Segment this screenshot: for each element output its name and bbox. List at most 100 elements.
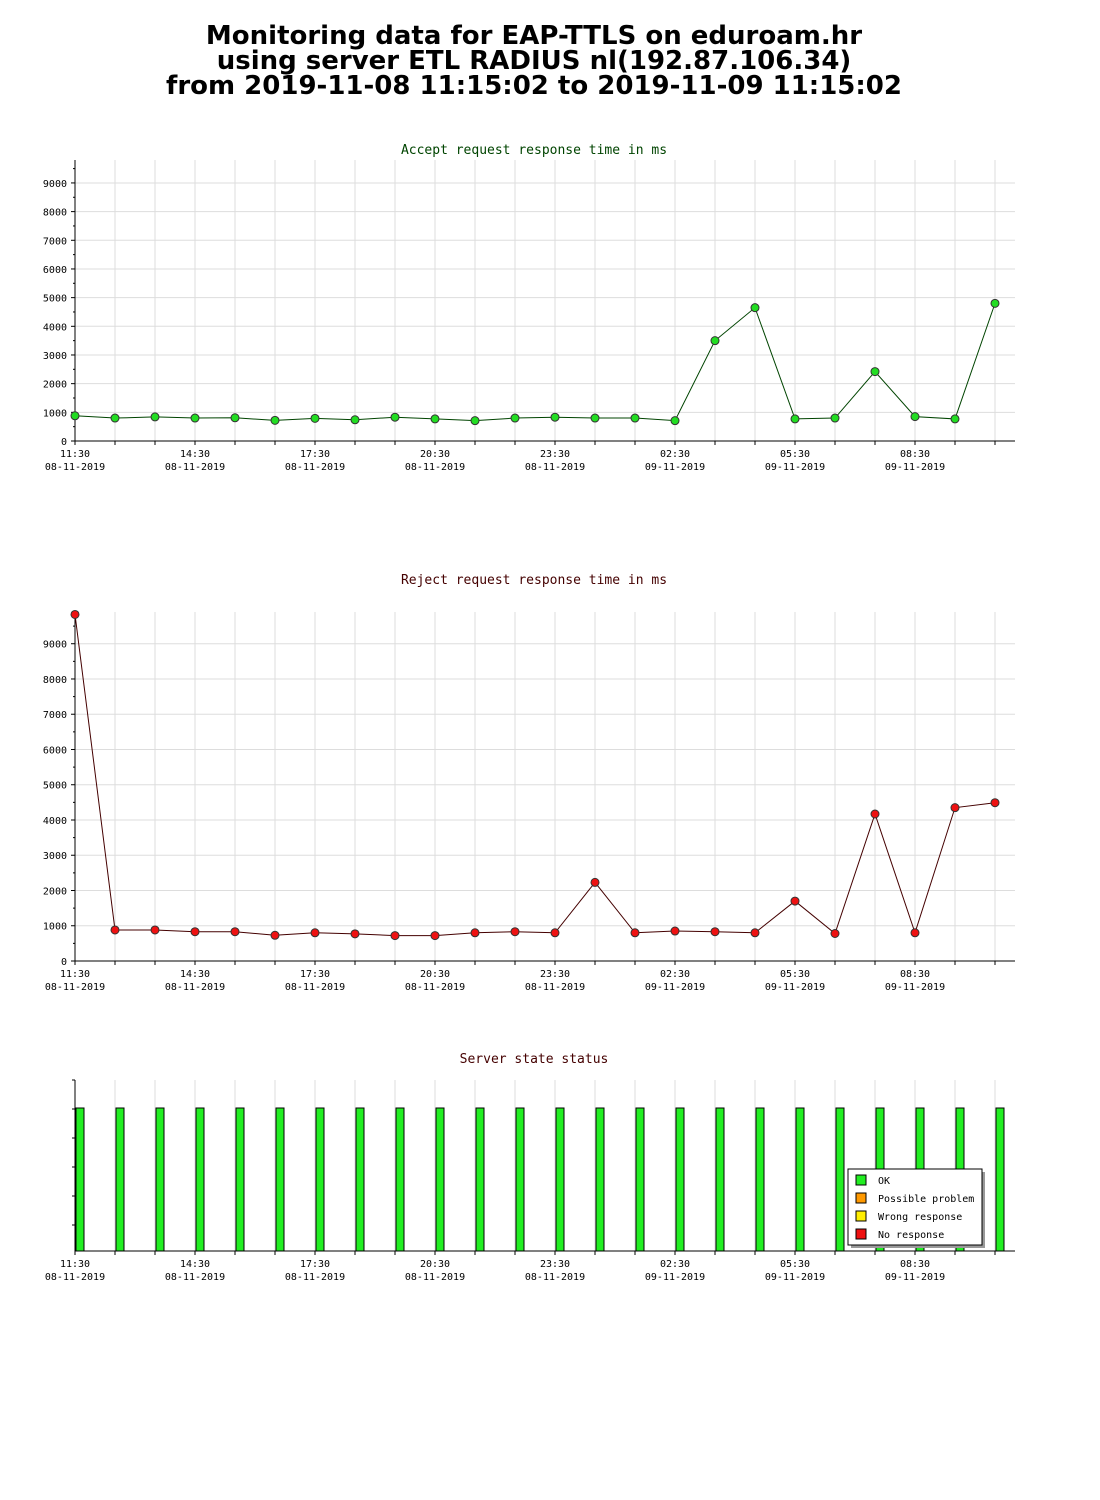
status-bar [235,1107,245,1252]
x-tick-label-date: 08-11-2019 [405,982,465,993]
title-line-1: Monitoring data for EAP-TTLS on eduroam.… [205,21,863,51]
legend-swatch [855,1228,867,1240]
y-tick-label: 3000 [43,351,67,362]
data-point [870,809,880,819]
data-point [630,413,640,423]
legend-box [847,1168,983,1246]
x-tick-label-time: 02:30 [660,969,690,980]
y-tick-label: 8000 [43,675,67,686]
data-point [390,412,400,422]
status-bar [595,1107,605,1252]
x-tick-label-date: 08-11-2019 [405,1272,465,1283]
status-bar [315,1107,325,1252]
x-tick-label-time: 11:30 [60,449,90,460]
status-bar [155,1107,165,1252]
x-tick-label-date: 09-11-2019 [645,1272,705,1283]
x-tick-label-time: 11:30 [60,969,90,980]
x-tick-label-time: 14:30 [180,1259,210,1270]
data-point [350,929,360,939]
x-tick-label-date: 08-11-2019 [285,462,345,473]
status-bar [675,1107,685,1252]
x-tick-label-date: 09-11-2019 [885,462,945,473]
data-point [270,930,280,940]
y-tick-label: 2000 [43,380,67,391]
y-tick-label: 8000 [43,208,67,219]
status-bar [475,1107,485,1252]
data-point [390,931,400,941]
y-tick-label: 7000 [43,236,67,247]
x-tick-label-time: 05:30 [780,449,810,460]
data-point [670,926,680,936]
legend-swatch [855,1210,867,1222]
data-point [910,928,920,938]
series-line [74,303,996,422]
data-point [550,412,560,422]
x-tick-label-time: 14:30 [180,449,210,460]
x-tick-label-date: 09-11-2019 [765,982,825,993]
data-point [430,414,440,424]
status-bar [755,1107,765,1252]
data-point [150,925,160,935]
legend-label: Wrong response [878,1212,962,1223]
data-point [630,928,640,938]
data-point [550,928,560,938]
data-point [510,927,520,937]
x-tick-label-time: 08:30 [900,969,930,980]
x-tick-label-time: 05:30 [780,969,810,980]
page-title: Monitoring data for EAP-TTLS on eduroam.… [0,21,1068,99]
x-tick-label-time: 08:30 [900,1259,930,1270]
data-point [70,411,80,421]
data-point [710,336,720,346]
chart-title: Reject request response time in ms [401,573,667,588]
x-tick-label-date: 08-11-2019 [45,982,105,993]
data-point [190,413,200,423]
data-point [150,412,160,422]
legend-label: OK [878,1176,890,1187]
data-point [710,927,720,937]
status-bar [275,1107,285,1252]
status-bar [115,1107,125,1252]
x-tick-label-time: 23:30 [540,969,570,980]
x-tick-label-time: 23:30 [540,449,570,460]
status-bar [515,1107,525,1252]
data-point [190,927,200,937]
y-tick-label: 1000 [43,408,67,419]
data-point [510,413,520,423]
y-tick-label: 4000 [43,816,67,827]
x-tick-label-date: 08-11-2019 [525,982,585,993]
x-tick-label-date: 09-11-2019 [645,982,705,993]
x-tick-label-date: 09-11-2019 [645,462,705,473]
x-tick-label-date: 08-11-2019 [525,462,585,473]
data-point [590,877,600,887]
data-point [310,928,320,938]
x-tick-label-date: 08-11-2019 [165,462,225,473]
x-tick-label-date: 08-11-2019 [525,1272,585,1283]
data-point [310,413,320,423]
data-point [430,931,440,941]
x-tick-label-time: 20:30 [420,969,450,980]
data-point [910,412,920,422]
y-tick-label: 3000 [43,851,67,862]
x-tick-label-time: 17:30 [300,1259,330,1270]
legend-label: No response [878,1230,944,1241]
chart-title: Server state status [460,1052,609,1067]
y-tick-label: 9000 [43,179,67,190]
data-point [670,416,680,426]
data-point [750,303,760,313]
x-tick-label-time: 20:30 [420,449,450,460]
title-line-2: using server ETL RADIUS nl(192.87.106.34… [216,46,852,76]
x-tick-label-time: 17:30 [300,449,330,460]
status-bar [195,1107,205,1252]
data-point [990,298,1000,308]
x-tick-label-time: 02:30 [660,1259,690,1270]
status-bar [795,1107,805,1252]
data-point [990,798,1000,808]
series-line [74,614,996,937]
data-point [830,929,840,939]
reject-response-chart: 11:30 08-11-2019 14:30 08-11-2019 17:30 08-11… [43,573,1015,993]
data-point [750,928,760,938]
status-bar [355,1107,365,1252]
x-tick-label-date: 08-11-2019 [405,462,465,473]
x-tick-label-date: 09-11-2019 [885,982,945,993]
x-tick-label-time: 05:30 [780,1259,810,1270]
